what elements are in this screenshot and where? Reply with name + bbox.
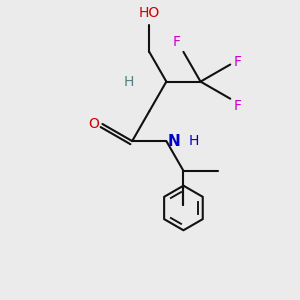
Text: H: H bbox=[123, 75, 134, 88]
Text: F: F bbox=[172, 35, 181, 49]
Text: H: H bbox=[189, 134, 199, 148]
Text: F: F bbox=[233, 99, 241, 113]
Text: O: O bbox=[88, 117, 100, 131]
Text: N: N bbox=[168, 134, 181, 148]
Text: HO: HO bbox=[139, 6, 160, 20]
Text: F: F bbox=[233, 55, 241, 68]
